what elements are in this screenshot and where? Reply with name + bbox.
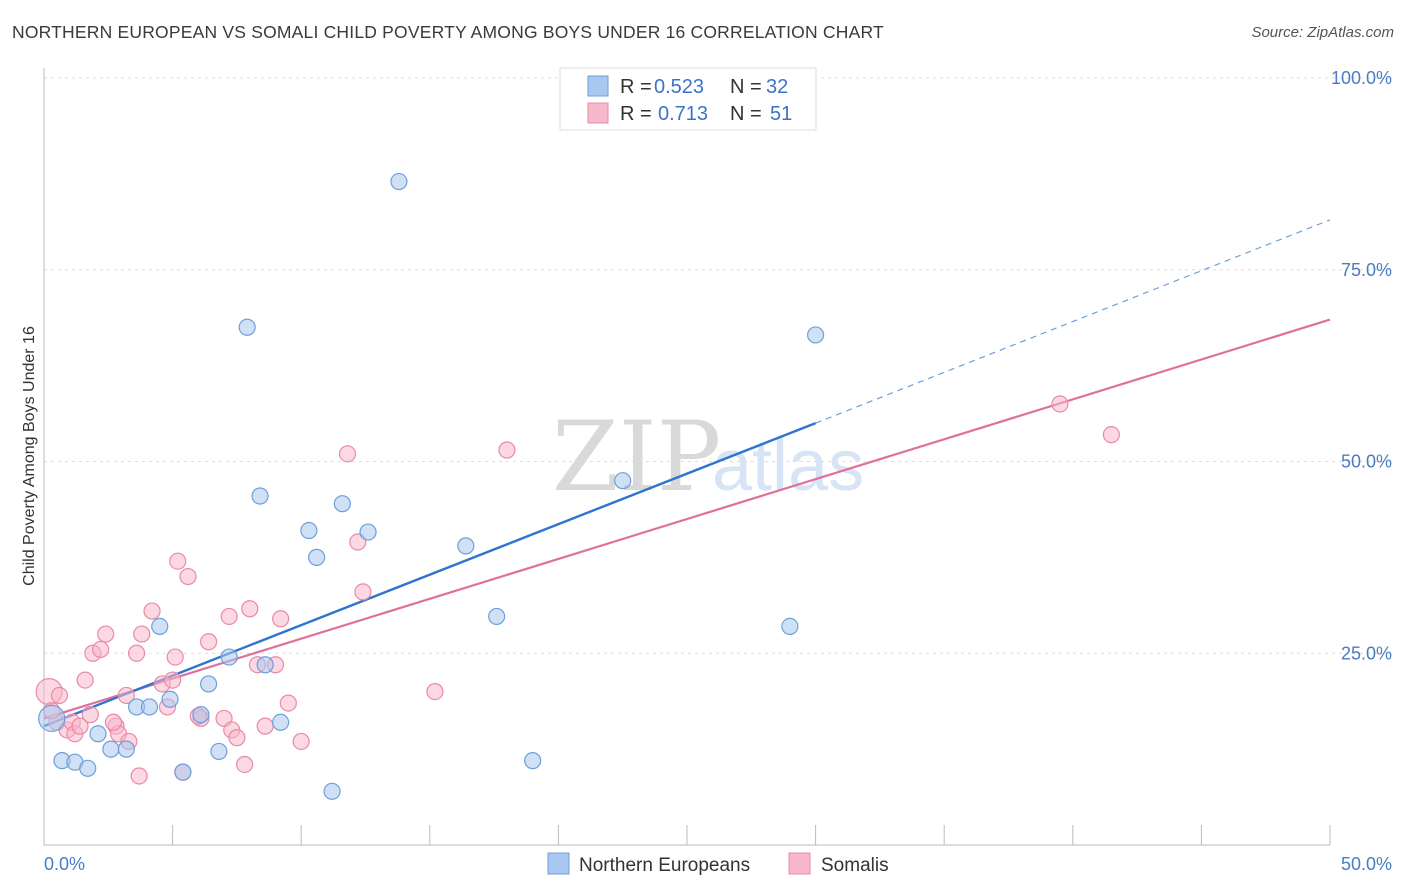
- somali-point: [292, 732, 310, 751]
- somali-point: [256, 717, 274, 735]
- somali-point: [50, 686, 69, 705]
- legend-n-value-blue: 32: [766, 76, 788, 98]
- northern-european-point: [300, 521, 318, 540]
- watermark-atlas: atlas: [712, 426, 864, 506]
- somali-point: [354, 583, 372, 601]
- northern-european-point: [781, 617, 799, 636]
- somali-point: [166, 648, 184, 666]
- legend-r-value-blue: 0.523: [654, 76, 704, 98]
- northern-european-point: [161, 690, 179, 708]
- northern-european-point: [38, 704, 66, 733]
- northern-european-point: [333, 495, 351, 513]
- somali-point: [338, 445, 357, 463]
- legend-n-value-pink: 51: [770, 103, 792, 125]
- northern-european-point: [390, 172, 408, 191]
- northern-european-point: [210, 742, 228, 761]
- northern-european-point: [359, 523, 377, 541]
- watermark-zip: ZIP: [552, 401, 721, 513]
- somali-point: [236, 755, 254, 774]
- somali-point: [200, 633, 218, 651]
- y-tick-label: 75.0%: [1341, 260, 1392, 280]
- northern-european-point: [200, 675, 218, 693]
- somali-point: [272, 610, 290, 628]
- northern-european-point: [79, 759, 97, 777]
- somali-point: [169, 552, 187, 570]
- legend-n-label-blue: N =: [730, 76, 762, 98]
- chart-source: Source: ZipAtlas.com: [1251, 24, 1394, 41]
- grid-lines: [44, 77, 1392, 654]
- somali-point: [91, 640, 110, 659]
- somali-point: [127, 644, 146, 662]
- x-tick-label-max: 50.0%: [1341, 854, 1392, 874]
- northern-european-point: [524, 752, 542, 770]
- legend: R = 0.523 N = 32 R = 0.713 N = 51: [559, 67, 817, 131]
- somali-point: [117, 686, 135, 705]
- northern-european-point: [117, 740, 135, 758]
- bottom-legend-label-blue: Northern Europeans: [579, 855, 750, 876]
- northern-european-point: [102, 740, 120, 758]
- y-tick-label: 25.0%: [1341, 643, 1392, 663]
- chart-title: NORTHERN EUROPEAN VS SOMALI CHILD POVERT…: [12, 22, 884, 42]
- x-ticks: [43, 825, 1331, 845]
- somali-point: [1102, 426, 1120, 444]
- y-tick-label: 100.0%: [1331, 68, 1392, 88]
- northern-european-point: [323, 782, 341, 800]
- somali-point: [426, 682, 444, 701]
- northern-european-point: [457, 537, 475, 555]
- somali-point: [279, 694, 297, 712]
- legend-n-label-pink: N =: [730, 103, 762, 125]
- northern-european-point: [140, 698, 159, 716]
- bottom-legend: Northern Europeans Somalis: [547, 852, 889, 876]
- legend-r-label-pink: R =: [620, 103, 652, 125]
- northern-european-point: [488, 607, 506, 626]
- northern-european-trend-extension: [815, 219, 1331, 424]
- bottom-legend-swatch-pink: [788, 852, 811, 875]
- y-axis-label: Child Poverty Among Boys Under 16: [21, 326, 38, 586]
- somali-point: [220, 607, 238, 626]
- northern-european-point: [192, 706, 210, 724]
- bottom-legend-label-pink: Somalis: [821, 855, 889, 876]
- northern-european-point: [220, 648, 238, 666]
- northern-european-point: [89, 725, 107, 743]
- trend-lines: [43, 219, 1331, 728]
- somali-point: [349, 533, 367, 551]
- y-tick-labels: 25.0% 50.0% 75.0% 100.0%: [1331, 68, 1392, 663]
- somali-point: [133, 625, 151, 643]
- northern-european-point: [614, 472, 632, 490]
- somali-point: [76, 671, 94, 689]
- somali-point: [143, 602, 161, 620]
- bottom-legend-swatch-blue: [547, 852, 570, 875]
- northern-european-point: [151, 617, 169, 636]
- legend-r-label-blue: R =: [620, 76, 652, 98]
- x-tick-label-min: 0.0%: [44, 854, 85, 874]
- northern-european-point: [806, 326, 825, 344]
- northern-european-point: [308, 548, 326, 566]
- somali-point: [130, 767, 148, 785]
- somali-point: [71, 717, 89, 735]
- somali-point: [241, 600, 259, 618]
- northern-european-point: [272, 713, 290, 731]
- somali-point: [228, 729, 246, 747]
- northern-european-point: [174, 763, 192, 781]
- northern-european-point: [256, 656, 274, 674]
- northern-european-points: [38, 172, 825, 800]
- somali-point: [1051, 395, 1069, 413]
- y-tick-label: 50.0%: [1341, 452, 1392, 472]
- somali-point: [97, 625, 115, 643]
- somali-point: [164, 671, 182, 689]
- somali-point: [498, 441, 516, 459]
- northern-european-point: [251, 487, 269, 505]
- somali-point: [104, 713, 123, 731]
- somali-point: [179, 567, 197, 586]
- legend-r-value-pink: 0.713: [658, 103, 708, 125]
- somali-point: [81, 706, 99, 724]
- legend-swatch-blue: [587, 75, 609, 97]
- somali-trend-line: [43, 318, 1331, 720]
- legend-swatch-pink: [587, 102, 609, 124]
- northern-european-point: [238, 318, 256, 336]
